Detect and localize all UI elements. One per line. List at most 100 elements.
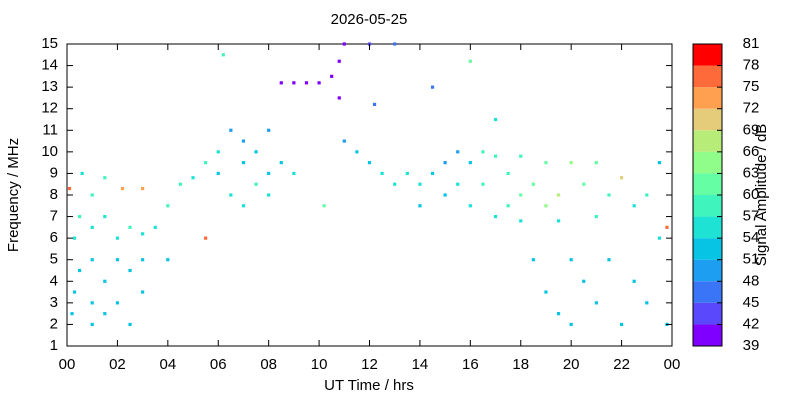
data-point xyxy=(468,59,472,63)
data-point xyxy=(204,236,208,240)
colorbar-tick-label: 48 xyxy=(743,272,760,289)
chart-title: 2026-05-25 xyxy=(331,11,408,28)
y-tick-label: 2 xyxy=(50,315,58,332)
data-point xyxy=(418,204,422,208)
data-point xyxy=(582,279,586,283)
colorbar-tick-label: 69 xyxy=(743,121,760,138)
colorbar-label: Signal Amplitude / dB xyxy=(753,124,770,267)
x-tick-label: 12 xyxy=(361,356,378,373)
colorbar-tick-label: 42 xyxy=(743,315,760,332)
data-point xyxy=(229,128,233,132)
data-point xyxy=(90,258,94,262)
data-point xyxy=(115,236,120,240)
data-point xyxy=(645,301,649,305)
data-point xyxy=(128,322,132,327)
data-point xyxy=(141,290,145,294)
data-point xyxy=(632,279,636,283)
x-tick-label: 18 xyxy=(512,356,529,373)
data-point xyxy=(556,312,561,316)
data-point xyxy=(665,225,669,229)
data-point xyxy=(115,301,120,305)
data-point xyxy=(216,150,220,154)
y-tick-label: 3 xyxy=(50,294,58,311)
data-point xyxy=(90,193,94,197)
data-point xyxy=(191,176,195,180)
colorbar-segment xyxy=(693,259,722,282)
data-point xyxy=(267,128,271,132)
colorbar-tick-label: 45 xyxy=(743,294,760,311)
plot-frame xyxy=(66,43,673,347)
data-point xyxy=(607,258,611,262)
data-point xyxy=(128,268,132,273)
colorbar-segment xyxy=(693,130,722,152)
data-point xyxy=(556,193,561,197)
data-point xyxy=(229,193,233,197)
data-point xyxy=(544,204,548,208)
data-point xyxy=(468,161,472,165)
x-tick-label: 16 xyxy=(462,356,479,373)
x-tick-label: 10 xyxy=(311,356,328,373)
data-point xyxy=(337,96,341,100)
data-point xyxy=(481,182,485,186)
data-point xyxy=(468,204,472,208)
y-tick-label: 7 xyxy=(50,208,58,225)
data-point xyxy=(241,139,246,143)
colorbar-segment xyxy=(693,65,722,88)
data-point xyxy=(594,161,598,165)
data-point xyxy=(481,150,485,154)
colorbar-segment xyxy=(693,87,722,109)
colorbar-tick-label: 66 xyxy=(743,143,760,160)
colorbar-segment xyxy=(693,151,722,174)
colorbar-tick-label: 54 xyxy=(743,229,760,246)
data-point xyxy=(443,193,447,197)
colorbar-segment xyxy=(693,281,722,303)
colorbar-segment xyxy=(693,195,722,217)
x-tick-label: 20 xyxy=(563,356,580,373)
data-point xyxy=(141,232,145,236)
y-tick-label: 1 xyxy=(50,337,58,354)
data-point xyxy=(115,258,120,262)
data-point xyxy=(372,102,377,106)
y-tick-label: 9 xyxy=(50,164,58,181)
data-point xyxy=(544,161,548,165)
colorbar-tick-label: 78 xyxy=(743,57,760,74)
data-point xyxy=(342,139,346,143)
x-tick-label: 22 xyxy=(613,356,630,373)
data-point xyxy=(506,204,510,208)
data-point xyxy=(506,171,510,176)
y-tick-label: 13 xyxy=(41,78,58,95)
data-point xyxy=(594,214,598,219)
x-tick-label: 08 xyxy=(260,356,277,373)
data-point xyxy=(304,81,309,85)
data-point xyxy=(355,150,359,154)
data-point xyxy=(322,204,326,208)
data-point xyxy=(657,236,661,240)
y-tick-label: 8 xyxy=(50,186,58,203)
data-point xyxy=(632,204,636,208)
data-point xyxy=(78,214,82,219)
data-point xyxy=(569,258,573,262)
data-point xyxy=(330,74,334,78)
data-point xyxy=(254,150,258,154)
data-point xyxy=(241,204,246,208)
data-point xyxy=(594,301,598,305)
data-point xyxy=(456,150,460,154)
y-tick-label: 11 xyxy=(42,121,58,138)
colorbar-segment xyxy=(693,238,722,260)
data-point xyxy=(645,193,649,197)
y-tick-label: 12 xyxy=(41,100,58,117)
data-point xyxy=(456,182,460,186)
data-point xyxy=(393,182,397,186)
colorbar-segment xyxy=(693,324,722,346)
data-point xyxy=(103,279,107,283)
data-point xyxy=(166,204,170,208)
data-point xyxy=(430,171,435,176)
data-point xyxy=(493,117,498,122)
data-point xyxy=(531,258,535,262)
colorbar-tick-label: 63 xyxy=(743,164,760,181)
data-point xyxy=(493,214,498,219)
colorbar-segment xyxy=(693,108,722,131)
data-point xyxy=(367,161,372,165)
data-point xyxy=(292,81,296,85)
colorbar-tick-label: 81 xyxy=(743,35,760,52)
